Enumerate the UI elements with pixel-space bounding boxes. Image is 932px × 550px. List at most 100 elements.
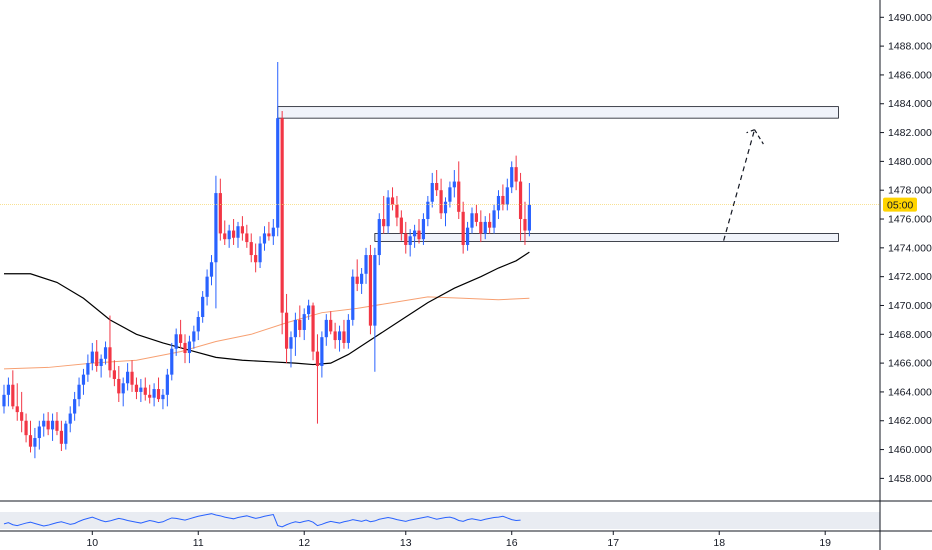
candle-up xyxy=(465,227,470,245)
candle-down xyxy=(254,255,258,263)
candle-up xyxy=(126,371,130,384)
candle-down xyxy=(249,242,253,256)
candle-down xyxy=(108,347,112,371)
candle-down xyxy=(315,351,320,366)
x-tick-label: 11 xyxy=(193,537,204,549)
candle-up xyxy=(187,341,192,354)
candle-down xyxy=(231,230,236,238)
candle-up xyxy=(192,331,196,342)
candle-up xyxy=(196,317,200,332)
candle-down xyxy=(342,331,346,343)
candle-down xyxy=(439,190,443,214)
candle-down xyxy=(223,233,227,240)
rsi-line xyxy=(3,513,521,528)
candle-down xyxy=(112,370,116,379)
candle-up xyxy=(165,374,169,395)
candle-down xyxy=(501,195,505,205)
candle-up xyxy=(307,305,311,315)
x-tick-label: 17 xyxy=(607,537,619,549)
candle-down xyxy=(329,319,333,332)
projection-arrow-head-left xyxy=(746,129,755,134)
y-tick-label: 1468.000 xyxy=(888,329,932,341)
candle-up xyxy=(452,181,456,188)
candle-up xyxy=(161,394,165,400)
y-tick-label: 1478.000 xyxy=(888,185,932,197)
candle-up xyxy=(37,426,41,439)
candle-up xyxy=(64,423,68,444)
candle-down xyxy=(461,211,465,245)
candle-up xyxy=(50,420,55,430)
candle-up xyxy=(505,187,509,205)
candle-down xyxy=(355,276,359,284)
candle-down xyxy=(11,384,15,407)
candle-down xyxy=(28,435,33,447)
price-axis: 1458.000 1460.000 1462.000 1464.000 1466.000… xyxy=(880,12,932,485)
candle-up xyxy=(236,226,240,238)
candle-down xyxy=(488,221,492,228)
moving-averages xyxy=(3,251,530,370)
candles xyxy=(2,61,531,459)
candle-up xyxy=(289,337,293,349)
candle-up xyxy=(412,230,417,237)
candle-down xyxy=(59,430,63,444)
candle-up xyxy=(373,255,377,326)
candle-down xyxy=(183,342,187,354)
candle-down xyxy=(404,233,408,245)
y-tick-label: 1486.000 xyxy=(888,69,932,81)
candle-down xyxy=(368,255,373,326)
candle-up xyxy=(152,389,156,398)
y-tick-label: 1460.000 xyxy=(888,444,932,456)
candle-up xyxy=(443,201,448,214)
y-tick-label: 1490.000 xyxy=(888,12,932,24)
y-tick-label: 1488.000 xyxy=(888,41,932,53)
candle-up xyxy=(73,399,77,414)
candle-up xyxy=(492,210,496,228)
time-axis: 10 11 12 13 16 17 18 19 xyxy=(86,531,831,549)
y-tick-label: 1458.000 xyxy=(888,473,932,485)
candle-up xyxy=(346,319,350,343)
candle-up xyxy=(483,221,487,234)
candle-down xyxy=(130,371,134,385)
candle-up xyxy=(68,413,72,424)
y-tick-label: 1462.000 xyxy=(888,415,932,427)
y-tick-label: 1466.000 xyxy=(888,358,932,370)
supply-demand-zones xyxy=(277,106,839,242)
candle-down xyxy=(95,351,99,366)
candle-up xyxy=(86,363,90,375)
candle-up xyxy=(258,243,262,263)
candle-up xyxy=(214,193,218,263)
candle-up xyxy=(276,118,280,228)
candle-up xyxy=(227,230,231,240)
x-tick-label: 10 xyxy=(86,537,98,549)
candle-up xyxy=(99,358,103,366)
price-badge: 05:00 xyxy=(883,197,917,212)
candle-up xyxy=(271,227,275,237)
candle-down xyxy=(245,233,249,243)
candle-down xyxy=(134,384,139,392)
candle-up xyxy=(201,296,205,318)
candle-up xyxy=(351,276,355,320)
candle-up xyxy=(90,351,94,364)
candle-up xyxy=(360,273,364,284)
candle-up xyxy=(527,204,531,231)
y-tick-label: 1472.000 xyxy=(888,271,932,283)
candle-down xyxy=(457,181,461,212)
sma-short-line xyxy=(3,296,530,370)
candle-up xyxy=(103,347,108,359)
candle-up xyxy=(448,187,452,202)
candle-up xyxy=(408,236,412,245)
candle-up xyxy=(209,262,214,277)
candle-down xyxy=(395,204,399,218)
candle-up xyxy=(377,219,381,256)
candle-down xyxy=(382,219,386,227)
x-tick-label: 18 xyxy=(713,537,725,549)
candle-down xyxy=(240,226,245,234)
candle-down xyxy=(311,305,315,352)
candle-up xyxy=(2,394,6,407)
candle-up xyxy=(426,201,430,220)
candle-down xyxy=(523,219,527,231)
x-tick-label: 13 xyxy=(400,537,412,549)
candle-down xyxy=(518,181,523,220)
sma-long-line xyxy=(4,251,530,366)
